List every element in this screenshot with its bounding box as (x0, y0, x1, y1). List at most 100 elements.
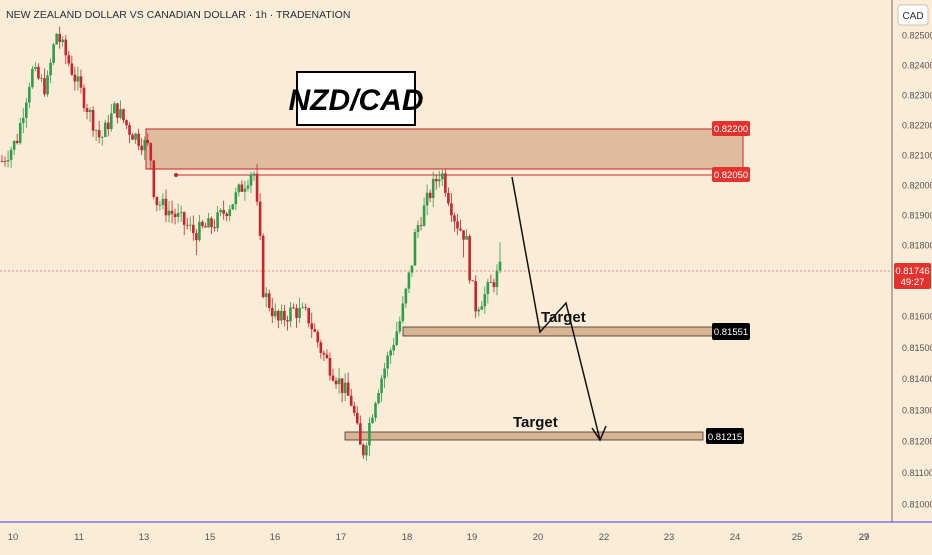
currency-badge[interactable] (897, 4, 929, 26)
zone-bottom-tag (712, 167, 750, 182)
x-tick-label: 22 (599, 532, 610, 543)
candle-body (386, 355, 389, 369)
candle-body (437, 179, 441, 182)
candle-body (298, 308, 301, 319)
candle-body (301, 307, 304, 309)
candle-body (137, 133, 140, 146)
candle-body (477, 309, 481, 312)
candle-body (0, 161, 4, 162)
candle-body (313, 329, 317, 332)
candle-body (128, 125, 131, 135)
candle-body (280, 310, 283, 321)
target-2-tag-text: 0.81215 (708, 432, 742, 443)
y-axis-ticks: 0.82500 0.82400 0.82300 0.82200 0.82100 0.820… (902, 31, 932, 510)
candle-body (325, 354, 329, 359)
candle-body (359, 423, 362, 445)
y-tick-label: 0.81200 (902, 437, 932, 447)
candle-body (167, 210, 171, 216)
candle-body (410, 265, 414, 273)
candle-body (222, 210, 225, 214)
pair-title-box (296, 71, 416, 126)
candle-body (21, 117, 25, 123)
x-tick-label: 17 (336, 532, 347, 543)
candle-body (277, 310, 280, 321)
x-tick-label: 13 (139, 532, 150, 543)
candle-body (61, 39, 65, 42)
candle-body (9, 149, 13, 160)
target-label-1: Target (541, 309, 586, 326)
candle-body (346, 382, 350, 396)
candle-body (471, 280, 474, 282)
candle-body (149, 143, 153, 161)
resistance-line-anchor (174, 173, 178, 177)
candle-body (155, 196, 159, 206)
candle-body (198, 221, 201, 241)
y-tick-label: 0.81100 (902, 468, 932, 478)
candle-body (64, 39, 68, 56)
candle-body (131, 134, 134, 140)
x-tick-label: 16 (270, 532, 281, 543)
candle-body (389, 350, 392, 356)
candle-body (459, 228, 462, 231)
candle-body (225, 213, 229, 217)
x-tick-label: 20 (533, 532, 544, 543)
candle-body (237, 184, 241, 193)
y-tick-label: 0.82100 (902, 151, 932, 161)
target-1-tag-text: 0.81551 (714, 327, 748, 338)
candle-body (474, 281, 478, 312)
candle-body (368, 422, 371, 446)
candle-body (270, 307, 274, 317)
projection-arrowhead (591, 425, 607, 442)
candle-body (88, 110, 92, 113)
candle-body (486, 282, 490, 294)
candle-body (243, 188, 247, 192)
candle-body (185, 224, 189, 226)
x-tick-label: 10 (8, 532, 19, 543)
candle-body (462, 230, 465, 240)
candle-body (234, 192, 238, 205)
candle-body (37, 66, 40, 79)
y-tick-label: 0.81600 (902, 312, 932, 322)
candle-body (404, 288, 408, 304)
candle-body (116, 103, 119, 118)
candle-body (40, 78, 43, 79)
candle-body (106, 122, 110, 130)
candle-body (419, 225, 423, 227)
candle-body (255, 173, 259, 202)
y-tick-label: 0.81800 (902, 241, 932, 251)
last-price-text: 0.81746 (895, 266, 929, 277)
candle-body (173, 213, 177, 217)
countdown-text: 49:27 (901, 277, 925, 288)
candle-body (283, 310, 286, 321)
candle-body (113, 103, 116, 114)
candle-body (85, 108, 89, 113)
candle-body (3, 161, 7, 162)
candle-body (374, 403, 377, 418)
candle-body (292, 307, 295, 309)
candle-body (195, 233, 198, 241)
candle-body (6, 159, 10, 162)
x-tick-label: 25 (792, 532, 803, 543)
target-zone-2[interactable] (344, 431, 704, 441)
candle-body (319, 342, 323, 353)
candle-body (383, 368, 386, 379)
candle-body (67, 55, 71, 64)
candle-body (355, 412, 359, 424)
x-tick-label: 18 (402, 532, 413, 543)
candle-body (210, 218, 213, 228)
candle-body (310, 323, 314, 330)
target-label-2: Target (513, 414, 558, 431)
candle-body (140, 145, 143, 151)
candle-body (453, 215, 456, 222)
zone-top-tag (712, 121, 750, 136)
resistance-zone[interactable] (145, 128, 744, 170)
zone-top-tag-text: 0.82200 (714, 124, 748, 135)
candle-body (492, 282, 496, 288)
candle-body (219, 210, 222, 213)
candle-body (267, 293, 271, 308)
x-tick-label: 27 (859, 532, 870, 543)
y-tick-label: 0.82200 (902, 121, 932, 131)
